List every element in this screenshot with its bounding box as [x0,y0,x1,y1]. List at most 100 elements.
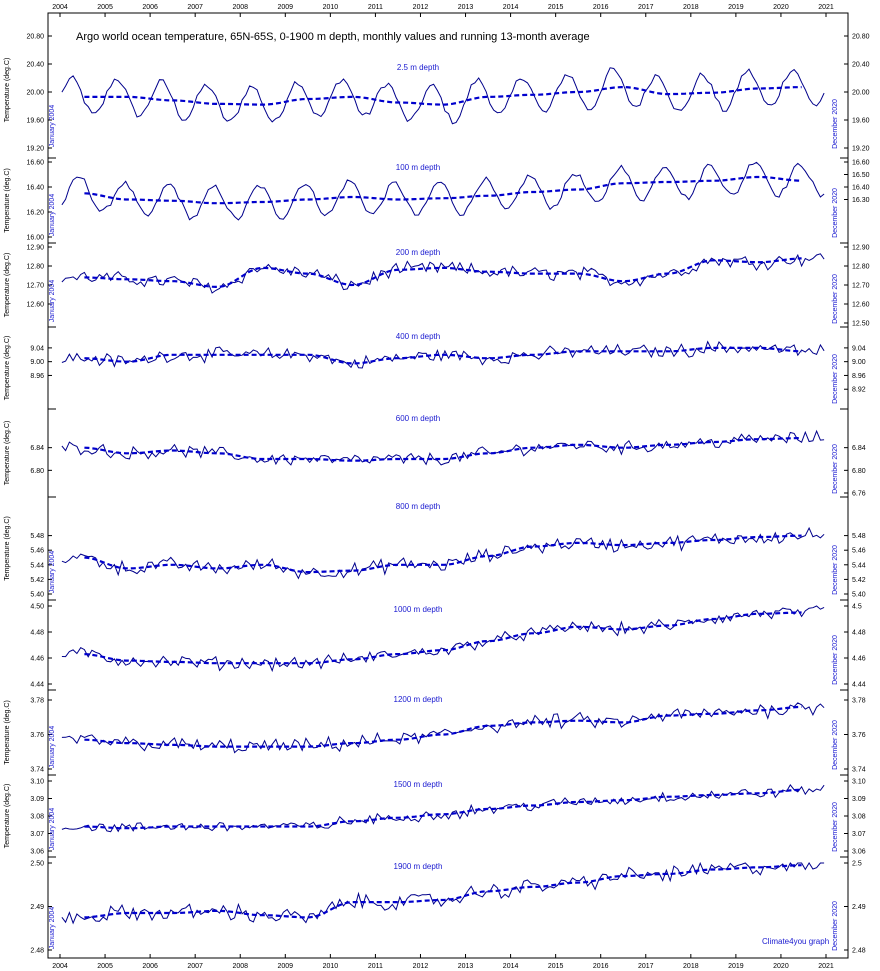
y-tick-label-left: 19.20 [26,146,44,153]
y-tick-label-right: 20.80 [852,34,870,41]
y-tick-label-left: 5.40 [30,592,44,599]
side-label-start: January 2004 [49,551,56,594]
y-tick-label-right: 19.20 [852,146,870,153]
x-tick-label-bottom: 2007 [187,963,203,970]
x-tick-label-top: 2012 [413,4,429,11]
side-label-end: December 2020 [832,802,839,852]
side-label-end: December 2020 [832,545,839,595]
series-line-average [84,534,802,574]
y-axis-label: Temperature (deg.C) [4,421,11,486]
y-tick-label-left: 5.42 [30,577,44,584]
y-tick-label-right: 12.90 [852,245,870,252]
y-tick-label-right: 3.10 [852,779,866,786]
y-tick-label-left: 3.09 [30,796,44,803]
x-tick-label-bottom: 2015 [548,963,564,970]
y-tick-label-left: 3.07 [30,831,44,838]
y-tick-label-right: 16.40 [852,185,870,192]
side-label-end: December 2020 [832,720,839,770]
y-tick-label-left: 9.00 [30,359,44,366]
y-tick-label-right: 5.48 [852,533,866,540]
x-tick-label-top: 2020 [773,4,789,11]
x-tick-label-bottom: 2006 [142,963,158,970]
y-tick-label-left: 2.50 [30,861,44,868]
side-label-end: December 2020 [832,99,839,149]
x-tick-label-top: 2013 [458,4,474,11]
y-tick-label-left: 5.44 [30,562,44,569]
x-tick-label-bottom: 2005 [97,963,113,970]
side-label-end: December 2020 [832,188,839,238]
y-axis-label: Temperature (deg.C) [4,700,11,765]
y-axis-label: Temperature (deg.C) [4,784,11,849]
y-tick-label-right: 12.70 [852,283,870,290]
side-label-start: January 2004 [49,726,56,769]
y-tick-label-right: 3.78 [852,698,866,705]
depth-panel: 4.50 4.48 4.46 4.44 4.5 4.48 4.46 4.44 1000 m de… [30,599,866,689]
series-line-monthly [61,253,825,294]
y-tick-label-left: 9.04 [30,345,44,352]
series-line-average [84,85,802,106]
depth-label: 1900 m depth [394,862,443,871]
depth-label: 1500 m depth [394,780,443,789]
y-tick-label-left: 16.60 [26,160,44,167]
y-tick-label-right: 5.46 [852,548,866,555]
y-tick-label-left: 4.44 [30,682,44,689]
series-line-average [84,175,802,205]
depth-label: 200 m depth [396,248,440,257]
y-tick-label-right: 16.60 [852,160,870,167]
y-tick-label-right: 16.50 [852,172,870,179]
y-tick-label-left: 12.90 [26,245,44,252]
y-tick-label-right: 2.5 [852,861,862,868]
y-tick-label-left: 12.60 [26,302,44,309]
chart-title: Argo world ocean temperature, 65N-65S, 0… [76,31,590,43]
x-tick-label-bottom: 2010 [323,963,339,970]
y-tick-label-right: 12.50 [852,321,870,328]
depth-panel: 16.60 16.40 16.20 16.00 16.60 16.50 16.40 16.30… [4,157,870,242]
x-tick-label-top: 2015 [548,4,564,11]
x-tick-label-bottom: 2008 [232,963,248,970]
y-tick-label-left: 5.46 [30,548,44,555]
y-tick-label-left: 19.60 [26,118,44,125]
y-tick-label-right: 4.5 [852,604,862,611]
side-label-end: December 2020 [832,901,839,951]
y-tick-label-right: 4.46 [852,656,866,663]
depth-panel: 12.90 12.80 12.70 12.60 12.90 12.80 12.70 12.60… [4,242,870,328]
x-tick-label-bottom: 2021 [818,963,834,970]
x-tick-label-bottom: 2017 [638,963,654,970]
y-tick-label-left: 3.76 [30,732,44,739]
series-line-average [84,705,802,748]
y-tick-label-right: 2.49 [852,904,866,911]
x-tick-label-bottom: 2020 [773,963,789,970]
y-tick-label-left: 16.20 [26,210,44,217]
y-axis-label: Temperature (deg.C) [4,58,11,123]
side-label-start: January 2004 [49,105,56,148]
depth-label: 100 m depth [396,163,440,172]
depth-panel: 3.78 3.76 3.74 3.78 3.76 3.74 1200 m depth Temp… [4,689,866,774]
y-tick-label-right: 4.48 [852,630,866,637]
y-tick-label-right: 19.60 [852,118,870,125]
y-tick-label-right: 8.92 [852,387,866,394]
y-tick-label-right: 20.00 [852,90,870,97]
credit-label: Climate4you graph [762,937,829,946]
y-tick-label-right: 3.09 [852,796,866,803]
depth-label: 1000 m depth [394,605,443,614]
side-label-end: December 2020 [832,635,839,685]
y-tick-label-right: 9.04 [852,345,866,352]
y-tick-label-right: 8.96 [852,373,866,380]
y-tick-label-right: 3.76 [852,732,866,739]
y-tick-label-left: 6.84 [30,445,44,452]
y-tick-label-right: 16.30 [852,197,870,204]
y-tick-label-left: 16.00 [26,235,44,242]
depth-label: 600 m depth [396,414,440,423]
x-tick-label-top: 2004 [52,4,68,11]
depth-panel: 6.84 6.80 6.84 6.80 6.76 600 m depth Temperatu… [4,408,866,498]
y-tick-label-right: 3.06 [852,849,866,856]
x-tick-label-bottom: 2018 [683,963,699,970]
series-line-average [84,257,802,289]
side-label-end: December 2020 [832,354,839,404]
x-tick-label-top: 2005 [97,4,113,11]
y-axis-label: Temperature (deg.C) [4,336,11,401]
series-line-monthly [61,67,825,125]
y-tick-label-right: 3.08 [852,814,866,821]
